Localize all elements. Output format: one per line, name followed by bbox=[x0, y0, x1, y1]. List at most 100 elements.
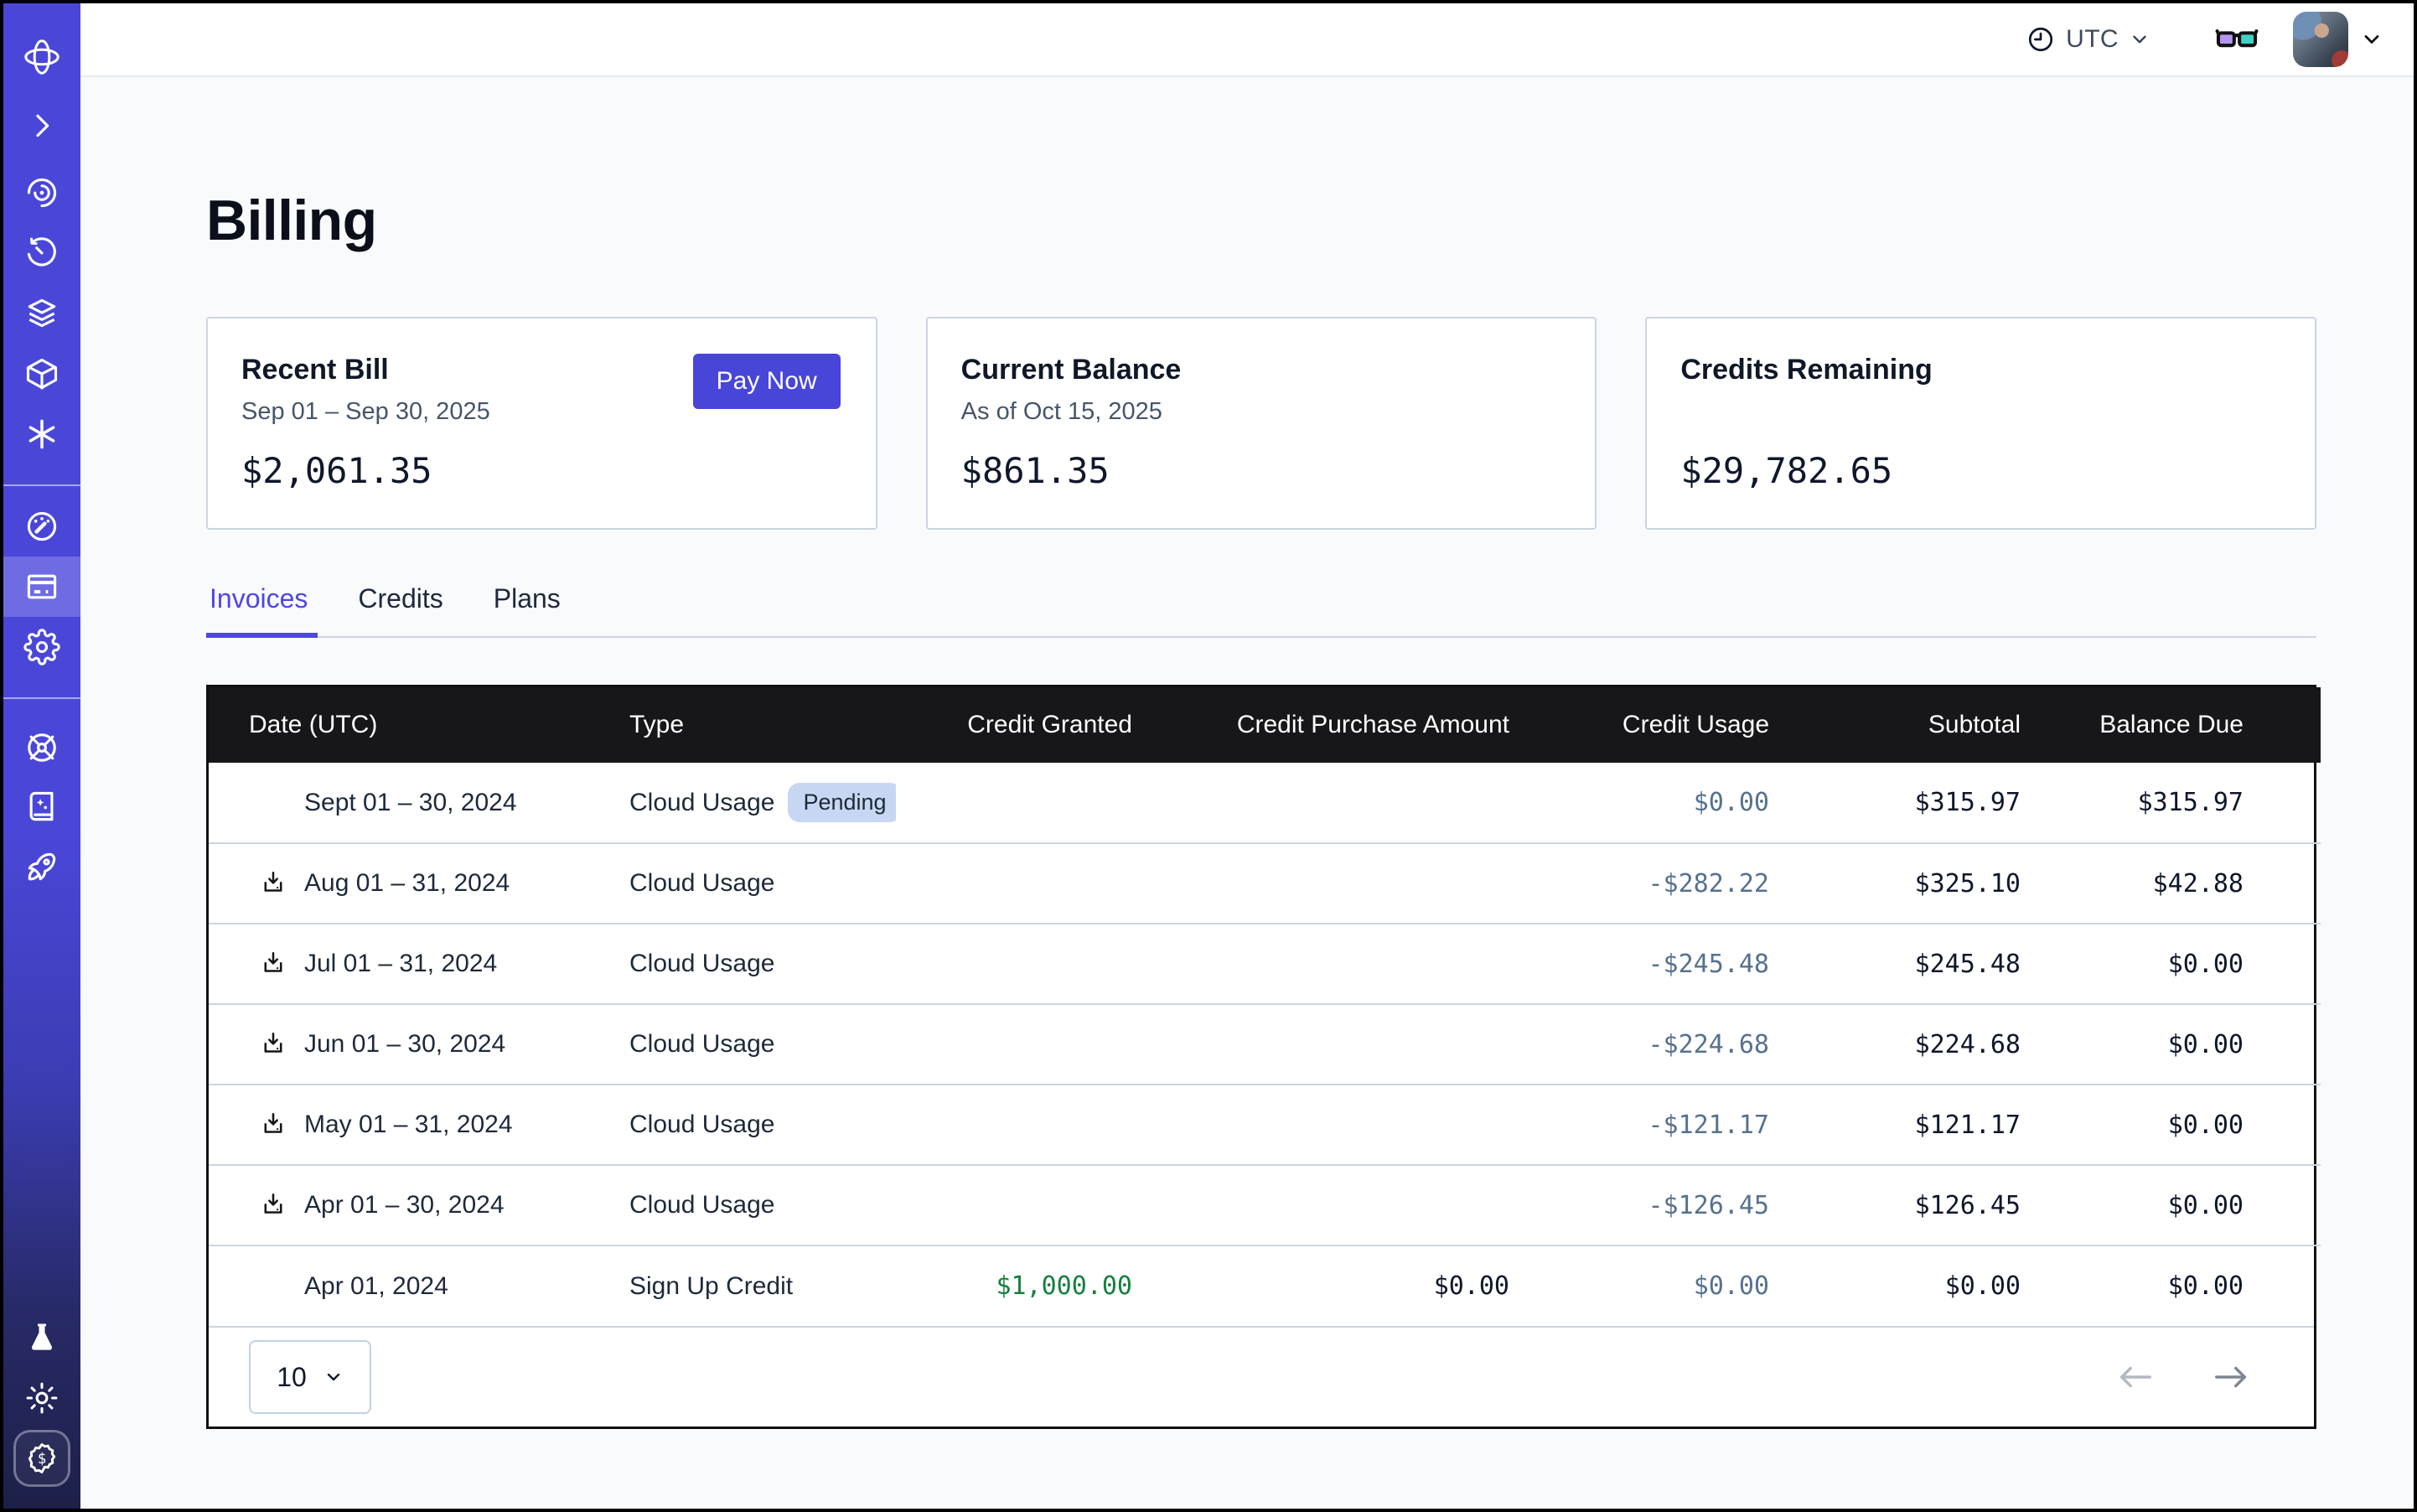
balance-due-cell: $315.97 bbox=[2137, 788, 2244, 817]
invoice-type-cell: Cloud Usage bbox=[628, 842, 896, 924]
credit-granted-cell bbox=[896, 842, 1172, 924]
column-header-credit-usage: Credit Usage bbox=[1550, 687, 1809, 763]
page-title: Billing bbox=[206, 189, 377, 252]
download-icon bbox=[264, 871, 282, 892]
credit-usage-cell: $0.00 bbox=[1550, 1245, 1809, 1326]
page-size-value: 10 bbox=[277, 1361, 307, 1392]
sidebar-item-layers[interactable] bbox=[3, 283, 80, 344]
invoice-type-cell: Cloud Usage bbox=[628, 1084, 896, 1165]
pagination-controls bbox=[2116, 1364, 2250, 1390]
invoice-type-cell: Cloud Usage bbox=[628, 1164, 896, 1245]
invoice-date: Jun 01 – 30, 2024 bbox=[304, 1030, 506, 1058]
logo-icon bbox=[3, 27, 80, 87]
balance-due-cell: $0.00 bbox=[2061, 1003, 2321, 1085]
credit-purchase-amount-cell bbox=[1172, 842, 1550, 924]
invoice-type: Cloud Usage bbox=[629, 869, 775, 897]
download-invoice-button[interactable] bbox=[259, 1110, 289, 1140]
invoice-row: Aug 01 – 31, 2024 Cloud Usage -$282.22 $325… bbox=[209, 842, 2321, 924]
credit-granted-cell: $1,000.00 bbox=[896, 1245, 1172, 1326]
card-title: Credits Remaining bbox=[1680, 354, 1933, 386]
prev-page-button[interactable] bbox=[2116, 1364, 2155, 1390]
invoice-type-cell: Sign Up Credit bbox=[628, 1245, 896, 1326]
credit-usage-cell: -$282.22 bbox=[1550, 842, 1809, 924]
subtotal-cell: $0.00 bbox=[1809, 1245, 2061, 1326]
sidebar: $ bbox=[3, 3, 80, 1509]
invoice-type: Cloud Usage bbox=[629, 788, 775, 816]
sidebar-item-deployments[interactable] bbox=[3, 344, 80, 404]
download-invoice-button[interactable] bbox=[259, 868, 289, 898]
download-placeholder bbox=[259, 788, 289, 818]
summary-cards: Recent Bill Sep 01 – Sep 30, 2025 $2,061… bbox=[206, 317, 2317, 530]
page-size-select[interactable]: 10 bbox=[249, 1340, 371, 1414]
sidebar-item-labs[interactable] bbox=[3, 1307, 80, 1368]
credit-usage-cell: -$245.48 bbox=[1550, 923, 1809, 1004]
subtotal-cell: $315.97 bbox=[1914, 788, 2021, 817]
invoice-date-cell: Aug 01 – 31, 2024 bbox=[209, 842, 628, 924]
invoice-date-cell: Apr 01 – 30, 2024 bbox=[209, 1164, 628, 1245]
avatar[interactable] bbox=[2293, 12, 2348, 67]
invoices-table: Date (UTC) Type Credit Granted Credit Pu… bbox=[209, 687, 2321, 1326]
credit-granted-cell bbox=[896, 1003, 1172, 1085]
card-title: Recent Bill bbox=[241, 354, 389, 386]
collapse-sidebar-button[interactable] bbox=[3, 96, 80, 156]
sidebar-item-history[interactable] bbox=[3, 223, 80, 283]
invoice-type-cell: Cloud Usage Pending bbox=[628, 763, 896, 843]
table-footer: 10 bbox=[209, 1326, 2314, 1427]
credit-usage-cell: -$121.17 bbox=[1550, 1084, 1809, 1165]
credits-remaining-card: Credits Remaining $29,782.65 bbox=[1645, 317, 2317, 530]
credit-purchase-amount-cell bbox=[1172, 923, 1550, 1004]
next-page-button[interactable] bbox=[2212, 1364, 2250, 1390]
download-invoice-button[interactable] bbox=[259, 1029, 289, 1059]
pay-now-button[interactable]: Pay Now bbox=[692, 354, 841, 409]
theme-toggle-icon[interactable] bbox=[3, 1368, 80, 1428]
sidebar-item-usage[interactable] bbox=[3, 496, 80, 557]
sidebar-divider bbox=[3, 697, 80, 699]
view-mode-goggles-button[interactable] bbox=[2214, 17, 2259, 62]
invoice-type: Cloud Usage bbox=[629, 1111, 775, 1138]
subtotal-cell: $121.17 bbox=[1809, 1084, 2061, 1165]
invoice-type-cell: Cloud Usage bbox=[628, 923, 896, 1004]
download-invoice-button[interactable] bbox=[259, 949, 289, 979]
status-badge: Pending bbox=[788, 783, 896, 822]
sidebar-item-get-started[interactable] bbox=[3, 836, 80, 897]
invoice-type: Cloud Usage bbox=[629, 950, 775, 977]
sidebar-item-billing[interactable] bbox=[3, 557, 80, 617]
arrow-right-icon bbox=[2215, 1366, 2247, 1388]
tab-invoices[interactable]: Invoices bbox=[206, 583, 318, 637]
chevron-down-icon bbox=[327, 1373, 339, 1381]
invoice-date: May 01 – 31, 2024 bbox=[304, 1111, 513, 1138]
download-icon bbox=[264, 1193, 282, 1214]
credits-badge-button[interactable]: $ bbox=[13, 1430, 70, 1487]
timezone-dropdown[interactable]: UTC bbox=[2026, 24, 2150, 54]
credit-purchase-amount-cell bbox=[1172, 1084, 1550, 1165]
column-header-balance-due: Balance Due bbox=[2061, 687, 2321, 763]
invoice-type: Sign Up Credit bbox=[629, 1271, 794, 1300]
sidebar-item-support[interactable] bbox=[3, 717, 80, 778]
tab-plans[interactable]: Plans bbox=[493, 583, 561, 614]
credit-usage-cell: -$224.68 bbox=[1550, 1003, 1809, 1085]
card-subtitle: Sep 01 – Sep 30, 2025 bbox=[241, 398, 490, 425]
download-icon bbox=[264, 951, 282, 972]
sidebar-item-settings[interactable] bbox=[3, 617, 80, 677]
svg-text:$: $ bbox=[38, 1451, 46, 1468]
tab-credits[interactable]: Credits bbox=[358, 583, 443, 614]
invoice-date: Apr 01, 2024 bbox=[304, 1271, 448, 1300]
goggles-icon bbox=[2215, 29, 2259, 48]
credit-granted-cell bbox=[896, 923, 1172, 1004]
subtotal-cell: $224.68 bbox=[1809, 1003, 2061, 1085]
sidebar-item-functions[interactable] bbox=[3, 404, 80, 464]
timezone-label: UTC bbox=[2066, 25, 2119, 53]
invoice-date: Sept 01 – 30, 2024 bbox=[304, 788, 517, 816]
subtotal-cell: $325.10 bbox=[1809, 842, 2061, 924]
download-placeholder bbox=[259, 1271, 289, 1302]
credit-purchase-amount-cell: $0.00 bbox=[1172, 1245, 1550, 1326]
card-subtitle bbox=[1680, 398, 2281, 427]
download-invoice-button[interactable] bbox=[259, 1190, 289, 1220]
sidebar-item-docs[interactable] bbox=[3, 776, 80, 836]
invoice-row: Apr 01 – 30, 2024 Cloud Usage -$126.45 $126… bbox=[209, 1164, 2321, 1245]
sidebar-item-observability[interactable] bbox=[3, 163, 80, 223]
column-header-credit-granted: Credit Granted bbox=[896, 687, 1172, 763]
account-menu[interactable] bbox=[2293, 12, 2383, 67]
sidebar-divider bbox=[3, 484, 80, 486]
